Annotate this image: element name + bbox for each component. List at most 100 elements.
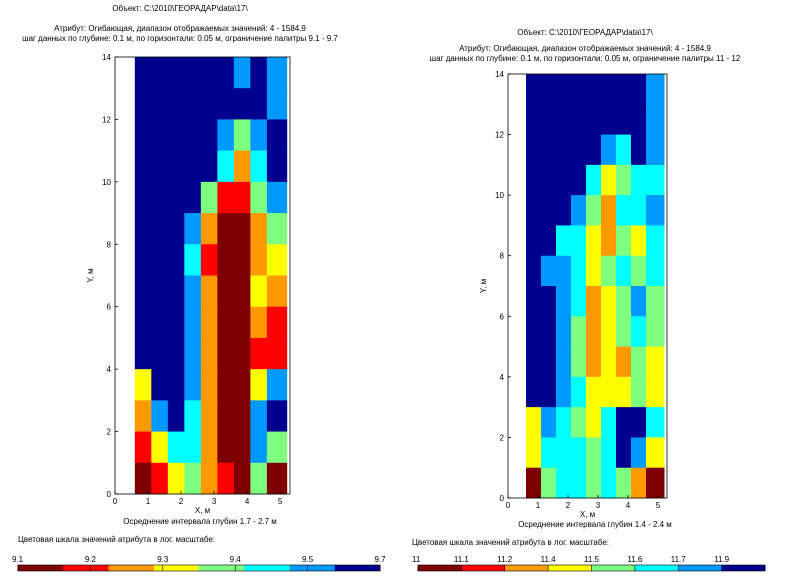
panel2-heatmap-cell [601,316,617,348]
panel2-heatmap-cell [571,407,587,438]
panel1-heatmap-cell [167,213,185,245]
panel2-object: Объект: C:\2010\ГЕОРАДАР\data\17\ [517,28,653,37]
panel1-heatmap-cell [233,275,251,308]
panel2-heatmap-cell [541,255,557,287]
panel2-colorbar-tick-label: 11.1 [454,555,470,564]
panel1-heatmap-cell [217,431,235,464]
panel1-y-tick-label: 14 [102,53,111,62]
panel2-heatmap-cell [616,104,632,136]
panel2-y-tick-label: 0 [500,494,505,503]
panel2-step: шаг данных по глубине: 0.1 м, по горизон… [429,54,741,63]
panel1-heatmap-cell [200,400,218,433]
panel2-heatmap-cell [586,225,602,257]
panel2-heatmap-cell [601,164,617,196]
panel2-y-tick-label: 8 [500,252,505,261]
panel1-heatmap-cell [184,306,202,339]
panel1-heatmap-cell [151,369,169,401]
panel1-heatmap-cell [167,400,185,433]
panel2-heatmap-cell [541,164,557,196]
panel2-heatmap-cell [631,376,647,408]
panel1-heatmap-cell [217,213,235,245]
panel1-heatmap-cell [250,400,268,433]
panel1-heatmap-cell [250,57,268,89]
panel1-colorbar-segment [334,565,381,571]
panel2-averaging: Осреднение интервала глубин 1.4 - 2.4 м [518,520,672,529]
panel1-heatmap-cell [184,369,202,401]
panel1-heatmap-cell [217,337,235,370]
panel1-heatmap-cell [200,306,218,339]
panel2-heatmap-cell [631,164,647,196]
panel1-colorbar-tick-label: 9.4 [230,555,242,564]
panel1-heatmap-cell [134,57,152,89]
panel1-heatmap-cell [200,88,218,120]
panel1-heatmap-cell [200,57,218,89]
panel2-heatmap-cell [571,376,587,408]
panel1-step: шаг данных по глубине: 0.1 м, по горизон… [22,34,338,43]
panel1-heatmap-cell [266,400,288,433]
panel2-colorbar-tick-label: 11.6 [627,555,643,564]
panel1-heatmap-cell [167,431,185,464]
panel2-heatmap-cell [541,346,557,378]
panel2-heatmap-cell [631,225,647,257]
panel2-heatmap-cell [541,134,557,166]
panel1-heatmap-cell [217,244,235,276]
panel1-heatmap-cell [184,275,202,308]
panel1-heatmap-cell [233,88,251,120]
panel1-heatmap-cell [266,181,288,214]
panel1-heatmap-cell [167,244,185,276]
panel2-heatmap-cell [541,225,557,257]
panel2-y-axis-label: Y, м [479,279,488,293]
panel1-y-axis-label: Y, м [86,268,95,282]
panel1-heatmap-cell [184,181,202,214]
panel2-heatmap-cell [526,195,542,226]
panel1-heatmap-cell [184,337,202,370]
panel1-x-tick-label: 5 [278,497,283,506]
panel2-heatmap-cell [631,346,647,378]
panel2-x-tick-label: 5 [656,501,661,510]
panel1-heatmap-cell [151,431,169,464]
panel1-heatmap-cell [233,306,251,339]
panel2-colorbar-segment [591,565,636,571]
panel2-heatmap-cell [616,286,632,317]
panel2-heatmap-cell [541,104,557,136]
panel1-colorbar-segment [18,565,64,571]
panel1-heatmap-cell [233,400,251,433]
panel2-y-tick-label: 14 [495,70,504,79]
panel1-heatmap-cell [233,369,251,401]
panel2-heatmap-cell [631,467,647,499]
panel1-object: Объект: C:\2010\ГЕОРАДАР\data\17\ [112,4,248,13]
panel2-colorbar-segment [418,565,462,571]
panel1-heatmap-cell [167,369,185,401]
panel1-heatmap-cell [266,462,288,495]
panel2-heatmap-cell [631,74,647,105]
panel1-x-tick-label: 3 [212,497,217,506]
panel1-heatmap-cell [217,181,235,214]
panel1-x-tick-label: 0 [113,497,118,506]
panel1-heatmap-cell [233,244,251,276]
panel2-attribute: Атрибут: Огибающая, диапазон отображаемы… [459,44,711,53]
panel1-colorbar-segment [63,565,109,571]
panel1-heatmap-cell [250,244,268,276]
panel2-heatmap-cell [526,376,542,408]
panel1-heatmap-cell [200,275,218,308]
panel2-heatmap-cell [541,467,557,499]
panel1-y-tick-label: 2 [107,428,112,437]
panel2-heatmap-cell [571,437,587,469]
panel2-x-tick-label: 4 [626,501,631,510]
panel2-heatmap-cell [556,286,572,317]
panel1-heatmap-cell [217,462,235,495]
panel2-heatmap-cell [601,255,617,287]
panel2-heatmap-cell [646,346,665,378]
panel1-heatmap-cell [266,213,288,245]
panel1-x-tick-label: 1 [146,497,151,506]
panel1-heatmap-cell [266,88,288,120]
panel1-colorbar-tick-label: 9.5 [302,555,314,564]
panel1-heatmap-cell [184,462,202,495]
panel1-heatmap-cell [233,119,251,152]
panel2-heatmap-cell [541,74,557,105]
panel1-colorbar-segment [108,565,155,571]
panel2-heatmap-cell [646,467,665,499]
panel1-heatmap-cell [134,337,152,370]
panel1-heatmap-cell [134,431,152,464]
